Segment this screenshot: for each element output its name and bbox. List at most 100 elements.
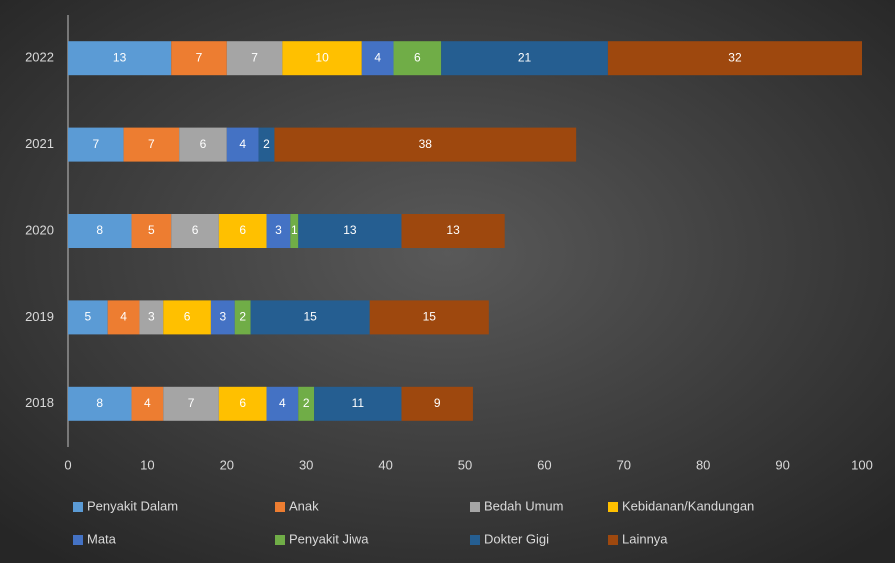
legend-swatch [470, 502, 480, 512]
bar-segment [131, 386, 164, 421]
legend-label: Penyakit Jiwa [289, 531, 369, 546]
bar-segment [393, 41, 442, 76]
data-label: 13 [343, 223, 357, 237]
bar-segment [179, 127, 227, 162]
bar-segment [68, 41, 172, 76]
data-label: 13 [446, 223, 460, 237]
data-label: 2 [263, 137, 270, 151]
data-label: 11 [352, 396, 365, 410]
bar-segment [226, 41, 283, 76]
bar-segment [139, 300, 164, 335]
data-label: 6 [239, 223, 246, 237]
bar-segment [163, 386, 219, 421]
bar-segment [163, 300, 211, 335]
data-label: 7 [188, 396, 195, 410]
bar-segment [266, 214, 291, 248]
bar-segment [210, 300, 235, 335]
data-label: 8 [96, 223, 103, 237]
bar-segment [68, 214, 132, 248]
data-label: 4 [120, 310, 127, 324]
x-tick-label: 90 [775, 457, 789, 472]
data-label: 7 [92, 137, 99, 151]
y-tick-label: 2018 [25, 395, 54, 410]
data-label: 2 [239, 310, 246, 324]
x-tick-label: 0 [64, 457, 71, 472]
legend-label: Bedah Umum [484, 498, 563, 513]
legend-swatch [73, 535, 83, 545]
data-label: 3 [219, 310, 226, 324]
legend-swatch [275, 502, 285, 512]
legend-label: Dokter Gigi [484, 531, 549, 546]
bar-segment [171, 41, 227, 76]
bar-segment [274, 127, 577, 162]
data-label: 4 [374, 50, 381, 64]
data-label: 21 [518, 50, 532, 64]
data-label: 7 [148, 137, 155, 151]
x-tick-label: 30 [299, 457, 313, 472]
data-label: 13 [113, 50, 127, 64]
bar-segment [290, 214, 299, 248]
x-tick-label: 10 [140, 457, 154, 472]
legend-swatch [275, 535, 285, 545]
legend-label: Kebidanan/Kandungan [622, 498, 754, 513]
bar-segment [107, 300, 140, 335]
data-label: 6 [414, 50, 421, 64]
bar-segment [250, 300, 370, 335]
data-label: 6 [192, 223, 199, 237]
data-label: 5 [148, 223, 155, 237]
legend-swatch [608, 535, 618, 545]
data-label: 15 [423, 310, 437, 324]
legend-label: Mata [87, 531, 117, 546]
legend-label: Lainnya [622, 531, 668, 546]
data-label: 3 [148, 310, 155, 324]
bar-segment [298, 386, 315, 421]
data-label: 6 [184, 310, 191, 324]
bar-segment [401, 214, 505, 248]
bar-segment [68, 300, 108, 335]
bar-segment [123, 127, 180, 162]
bar-segment [266, 386, 299, 421]
x-tick-label: 40 [378, 457, 392, 472]
data-label: 32 [728, 50, 742, 64]
y-tick-label: 2019 [25, 309, 54, 324]
bar-segment [298, 214, 402, 248]
data-label: 7 [251, 50, 258, 64]
legend-swatch [470, 535, 480, 545]
data-label: 7 [196, 50, 203, 64]
bar-segment [218, 386, 267, 421]
bar-segment [171, 214, 219, 248]
data-label: 6 [239, 396, 246, 410]
data-label: 9 [434, 396, 441, 410]
bar-segment [314, 386, 402, 421]
x-tick-label: 20 [220, 457, 234, 472]
data-label: 2 [303, 396, 310, 410]
data-label: 3 [275, 223, 282, 237]
bar-segment [68, 127, 124, 162]
data-label: 15 [303, 310, 317, 324]
data-label: 4 [239, 137, 246, 151]
bar-segment [401, 386, 473, 421]
data-label: 10 [315, 50, 329, 64]
bar-segment [361, 41, 394, 76]
bar-segment [226, 127, 259, 162]
bar-segment [131, 214, 172, 248]
legend-swatch [608, 502, 618, 512]
data-label: 6 [200, 137, 207, 151]
x-tick-label: 100 [851, 457, 873, 472]
data-label: 38 [419, 137, 433, 151]
data-label: 1 [291, 223, 298, 237]
bar-segment [68, 386, 132, 421]
data-label: 4 [144, 396, 151, 410]
bar-segment [258, 127, 275, 162]
x-tick-label: 60 [537, 457, 551, 472]
x-tick-label: 70 [617, 457, 631, 472]
data-label: 5 [85, 310, 92, 324]
y-tick-label: 2021 [25, 136, 54, 151]
bar-segment [369, 300, 489, 335]
bar-segment [441, 41, 608, 76]
bar-segment [234, 300, 251, 335]
legend-label: Penyakit Dalam [87, 498, 178, 513]
legend-swatch [73, 502, 83, 512]
data-label: 8 [96, 396, 103, 410]
